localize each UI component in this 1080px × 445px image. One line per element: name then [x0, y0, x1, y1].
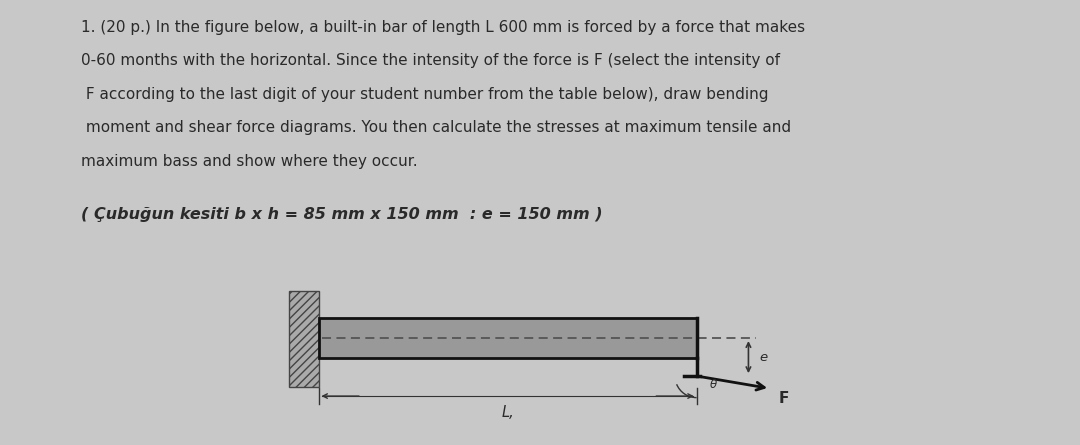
- Text: F according to the last digit of your student number from the table below), draw: F according to the last digit of your st…: [81, 87, 769, 102]
- Bar: [289, 291, 319, 387]
- Text: moment and shear force diagrams. You then calculate the stresses at maximum tens: moment and shear force diagrams. You the…: [81, 120, 792, 135]
- Text: L,: L,: [501, 405, 514, 420]
- Text: e: e: [759, 351, 768, 364]
- Text: maximum bass and show where they occur.: maximum bass and show where they occur.: [81, 154, 418, 169]
- Bar: [319, 318, 697, 358]
- Text: 1. (20 p.) In the figure below, a built-in bar of length L 600 mm is forced by a: 1. (20 p.) In the figure below, a built-…: [81, 20, 805, 35]
- Text: 0-60 months with the horizontal. Since the intensity of the force is F (select t: 0-60 months with the horizontal. Since t…: [81, 53, 780, 69]
- Text: θ: θ: [710, 377, 717, 391]
- Text: F: F: [779, 391, 789, 406]
- Text: ( Çubuğun kesiti b x h = 85 mm x 150 mm  : e = 150 mm ): ( Çubuğun kesiti b x h = 85 mm x 150 mm …: [81, 207, 603, 222]
